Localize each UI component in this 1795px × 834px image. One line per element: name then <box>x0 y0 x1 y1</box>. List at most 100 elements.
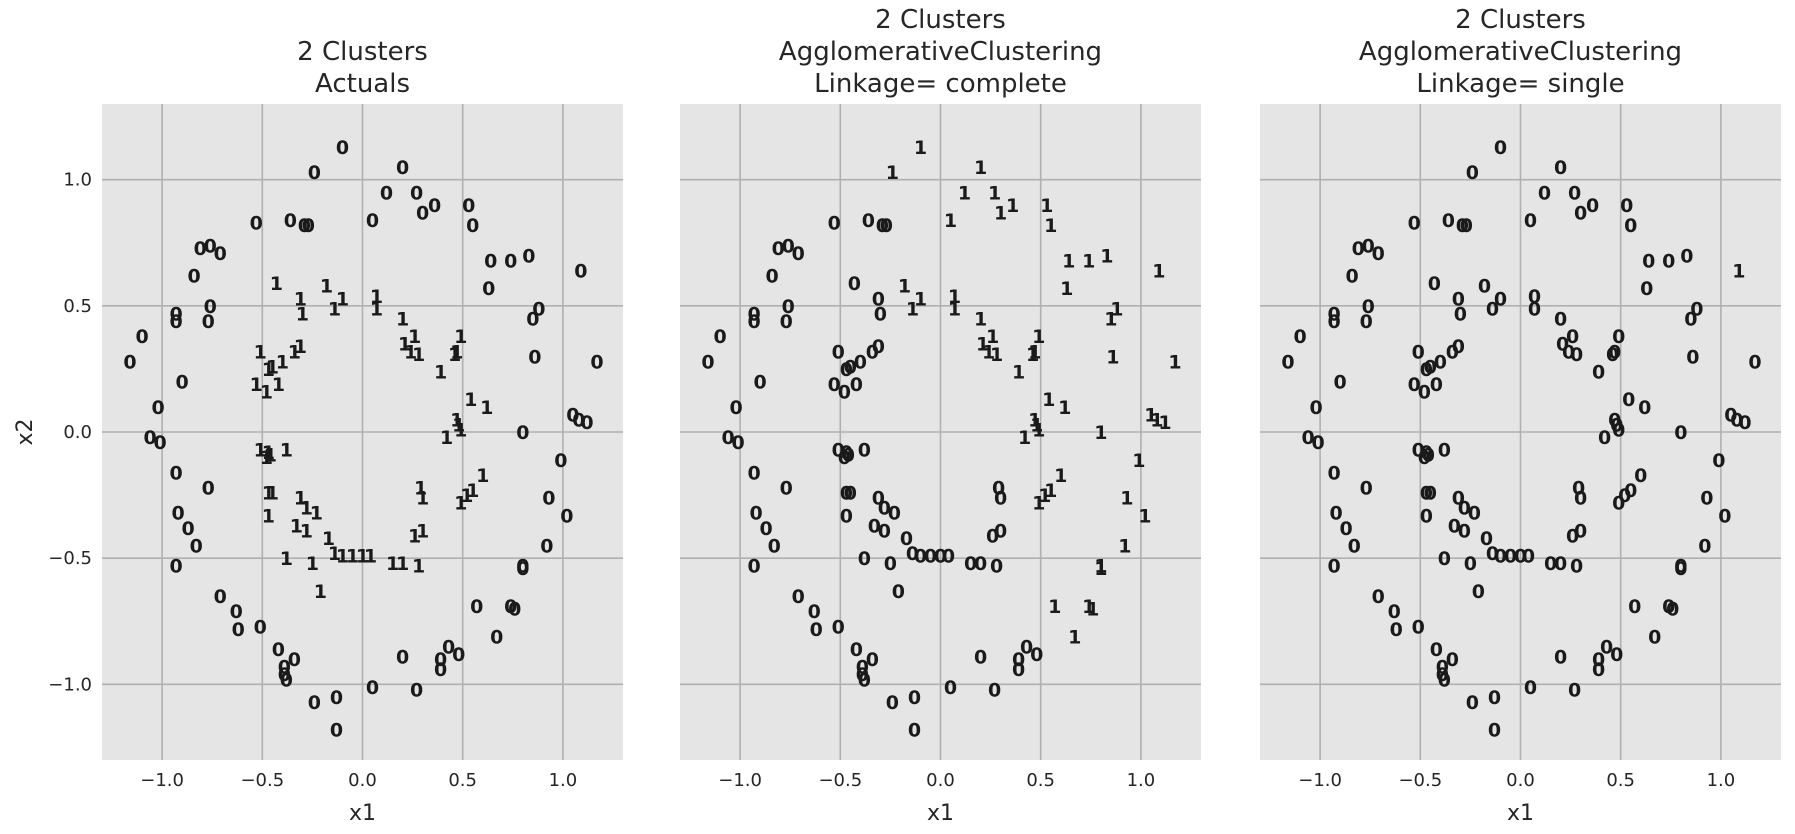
data-point-label: 0 <box>994 488 1007 510</box>
data-point-label: 0 <box>974 553 987 575</box>
data-point-label: 0 <box>1566 326 1579 348</box>
data-point-label: 1 <box>254 341 267 363</box>
data-point-label: 0 <box>990 556 1003 578</box>
data-point-label: 1 <box>262 505 275 527</box>
data-point-label: 0 <box>1372 586 1385 608</box>
data-point-label: 0 <box>1464 553 1477 575</box>
data-point-label: 0 <box>1528 286 1541 308</box>
data-point-label: 1 <box>1144 404 1157 426</box>
data-point-label: 0 <box>336 137 349 159</box>
data-point-label: 0 <box>366 210 379 232</box>
x-tick-label: 1.0 <box>1707 770 1736 791</box>
data-point-label: 0 <box>1684 308 1697 330</box>
data-point-label: 0 <box>748 556 761 578</box>
data-point-label: 0 <box>278 664 291 686</box>
data-point-label: 0 <box>1556 334 1569 356</box>
data-point-label: 0 <box>721 427 734 449</box>
data-point-label: 0 <box>540 536 553 558</box>
data-point-label: 1 <box>982 341 995 363</box>
data-point-label: 0 <box>330 687 343 709</box>
data-point-label: 0 <box>1360 311 1373 333</box>
data-point-label: 1 <box>1082 250 1095 272</box>
data-point-label: 1 <box>1018 427 1031 449</box>
data-point-label: 1 <box>320 276 333 298</box>
data-point-label: 0 <box>522 245 535 267</box>
data-point-label: 1 <box>452 414 465 436</box>
data-point-label: 0 <box>1438 548 1451 570</box>
data-point-label: 0 <box>1420 505 1433 527</box>
data-point-label: 0 <box>190 536 203 558</box>
data-point-label: 0 <box>1612 419 1625 441</box>
data-point-label: 0 <box>566 404 579 426</box>
data-point-label: 0 <box>1334 372 1347 394</box>
data-point-label: 0 <box>1572 478 1585 500</box>
data-point-label: 1 <box>262 483 275 505</box>
data-point-label: 0 <box>288 649 301 671</box>
data-point-label: 1 <box>260 382 273 404</box>
data-point-label: 0 <box>230 601 243 623</box>
data-point-label: 0 <box>1680 245 1693 267</box>
data-point-label: 1 <box>254 440 267 462</box>
data-point-label: 0 <box>170 311 183 333</box>
data-point-label: 0 <box>172 503 185 525</box>
x-tick-label: 1.0 <box>549 770 578 791</box>
data-point-label: 1 <box>1120 488 1133 510</box>
data-point-label: 0 <box>874 303 887 325</box>
data-point-label: 1 <box>454 326 467 348</box>
data-point-label: 1 <box>276 351 289 373</box>
data-point-label: 0 <box>396 157 409 179</box>
data-point-label: 0 <box>1554 308 1567 330</box>
data-point-label: 0 <box>516 422 529 444</box>
data-point-label: 0 <box>490 626 503 648</box>
data-point-label: 0 <box>878 498 891 520</box>
data-point-label: 0 <box>1620 195 1633 217</box>
data-point-label: 0 <box>886 692 899 714</box>
data-point-label: 1 <box>346 546 359 568</box>
data-point-label: 1 <box>328 543 341 565</box>
data-point-label: 0 <box>866 341 879 363</box>
data-point-label: 0 <box>1420 483 1433 505</box>
data-point-label: 0 <box>214 243 227 265</box>
data-point-label: 0 <box>872 336 885 358</box>
data-point-label: 1 <box>1028 341 1041 363</box>
data-point-label: 0 <box>380 182 393 204</box>
data-point-label: 1 <box>412 344 425 366</box>
data-point-label: 0 <box>1468 503 1481 525</box>
data-point-label: 0 <box>1420 359 1433 381</box>
data-point-label: 0 <box>1622 389 1635 411</box>
data-point-label: 1 <box>1048 596 1061 618</box>
data-point-label: 0 <box>748 311 761 333</box>
data-point-label: 0 <box>914 546 927 568</box>
data-point-label: 1 <box>1032 493 1045 515</box>
data-point-label: 0 <box>1538 182 1551 204</box>
data-point-label: 1 <box>408 525 421 547</box>
data-point-label: 0 <box>1730 409 1743 431</box>
data-point-label: 1 <box>1062 250 1075 272</box>
data-point-label: 0 <box>202 311 215 333</box>
chart-title-line: 2 Clusters <box>297 37 428 67</box>
data-point-label: 0 <box>858 440 871 462</box>
data-point-label: 0 <box>482 278 495 300</box>
data-point-label: 0 <box>1494 137 1507 159</box>
data-point-label: 0 <box>574 261 587 283</box>
data-point-label: 0 <box>1442 210 1455 232</box>
y-tick-label: 0.0 <box>63 422 92 443</box>
data-point-label: 0 <box>1748 351 1761 373</box>
data-point-label: 0 <box>1640 278 1653 300</box>
data-point-label: 0 <box>750 503 763 525</box>
data-point-label: 0 <box>1360 478 1373 500</box>
data-point-label: 0 <box>850 639 863 661</box>
data-point-label: 0 <box>1514 546 1527 568</box>
data-point-label: 0 <box>1446 649 1459 671</box>
data-point-label: 1 <box>480 397 493 419</box>
data-point-label: 1 <box>1068 626 1081 648</box>
data-point-label: 1 <box>306 553 319 575</box>
data-point-label: 0 <box>858 548 871 570</box>
data-point-label: 0 <box>878 520 891 542</box>
data-point-label: 0 <box>214 586 227 608</box>
data-point-label: 1 <box>416 520 429 542</box>
data-point-label: 0 <box>1634 465 1647 487</box>
data-point-label: 1 <box>404 341 417 363</box>
data-point-label: 1 <box>1158 412 1171 434</box>
data-point-label: 0 <box>572 409 585 431</box>
